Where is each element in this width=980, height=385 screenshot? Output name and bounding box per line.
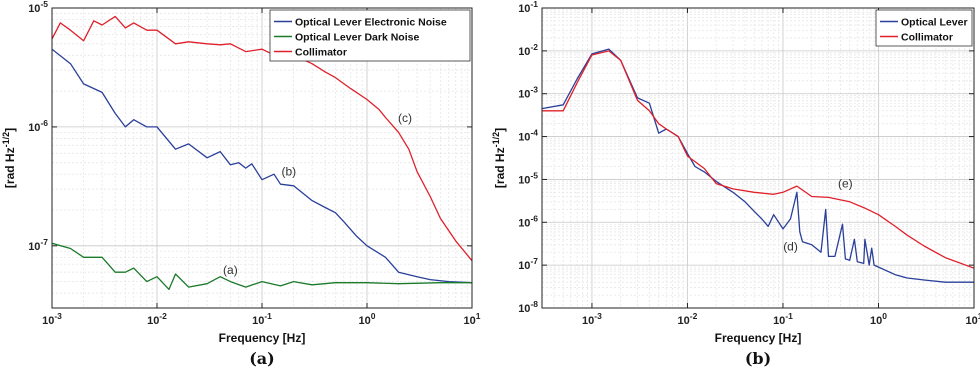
series-annotation-1: (e) <box>838 176 853 190</box>
x-tick-label: 10-3 <box>582 311 602 327</box>
x-tick-label: 100 <box>359 311 376 327</box>
ticks: 10-3 10-2 10-1 100 101 10-7 10-6 10-5 <box>28 0 481 327</box>
panel-caption: (b) <box>745 349 771 368</box>
series-annotation-0: (d) <box>783 239 798 253</box>
x-tick-label: 10-2 <box>147 311 167 327</box>
series-line-1 <box>52 242 472 291</box>
legend-entry-2: Collimator <box>295 47 347 59</box>
panel-b: (d) (e) 10-3 10-2 10-1 100 101 10-8 10-7 10-6 10-5… <box>491 0 980 368</box>
panel-a: (b) (a) (c) 10-3 10-2 10-1 100 101 10-7 10-6 10-5 F… <box>1 0 481 368</box>
y-tick-label: 10-2 <box>518 42 538 58</box>
legend-box <box>875 9 973 47</box>
series-annotation-1: (a) <box>223 263 238 277</box>
series-annotation-2: (c) <box>398 111 412 125</box>
series-line-0 <box>52 48 472 284</box>
y-tick-label: 10-7 <box>518 256 538 272</box>
plot-frame <box>541 7 975 309</box>
x-tick-label: 10-1 <box>773 311 793 327</box>
legend-entry-1: Optical Lever Dark Noise <box>295 32 419 44</box>
series-group <box>52 15 472 291</box>
legend-box <box>269 9 471 62</box>
x-axis-label: Frequency [Hz] <box>715 331 802 345</box>
y-tick-label: 10-4 <box>518 128 538 144</box>
grid <box>542 8 974 308</box>
series-line-2 <box>52 15 472 262</box>
legend-entry-0: Optical Lever <box>901 17 968 29</box>
legend: Optical Lever Electronic Noise Optical Le… <box>269 9 471 62</box>
panel-caption: (a) <box>249 349 275 368</box>
y-tick-label: 10-6 <box>518 213 538 229</box>
y-tick-label: 10-6 <box>28 118 48 134</box>
plot-area <box>542 8 974 308</box>
y-tick-label: 10-3 <box>518 85 538 101</box>
y-tick-label: 10-5 <box>28 0 48 15</box>
x-tick-label: 10-1 <box>252 311 272 327</box>
series-annotation-0: (b) <box>281 165 296 179</box>
legend-entry-0: Optical Lever Electronic Noise <box>295 17 447 29</box>
y-tick-label: 10-1 <box>518 0 538 15</box>
legend: Optical Lever Collimator <box>875 9 973 47</box>
y-axis-label: [rad Hz-1/2] <box>1 128 17 188</box>
x-tick-label: 10-3 <box>42 311 62 327</box>
x-axis-label: Frequency [Hz] <box>219 331 306 345</box>
grid <box>52 8 472 308</box>
x-tick-label: 100 <box>870 311 887 327</box>
y-axis-label: [rad Hz-1/2] <box>491 128 507 188</box>
ticks: 10-3 10-2 10-1 100 101 10-8 10-7 10-6 10-5 10-4 10… <box>518 0 980 327</box>
x-tick-label: 10-2 <box>678 311 698 327</box>
legend-entry-1: Collimator <box>901 32 953 44</box>
series-line-1 <box>542 50 974 269</box>
x-tick-label: 101 <box>464 311 481 327</box>
x-tick-label: 101 <box>966 311 980 327</box>
y-tick-label: 10-7 <box>28 237 48 253</box>
series-line-0 <box>542 48 974 283</box>
y-tick-label: 10-8 <box>518 299 538 315</box>
series-group <box>542 48 974 283</box>
y-tick-label: 10-5 <box>518 170 538 186</box>
